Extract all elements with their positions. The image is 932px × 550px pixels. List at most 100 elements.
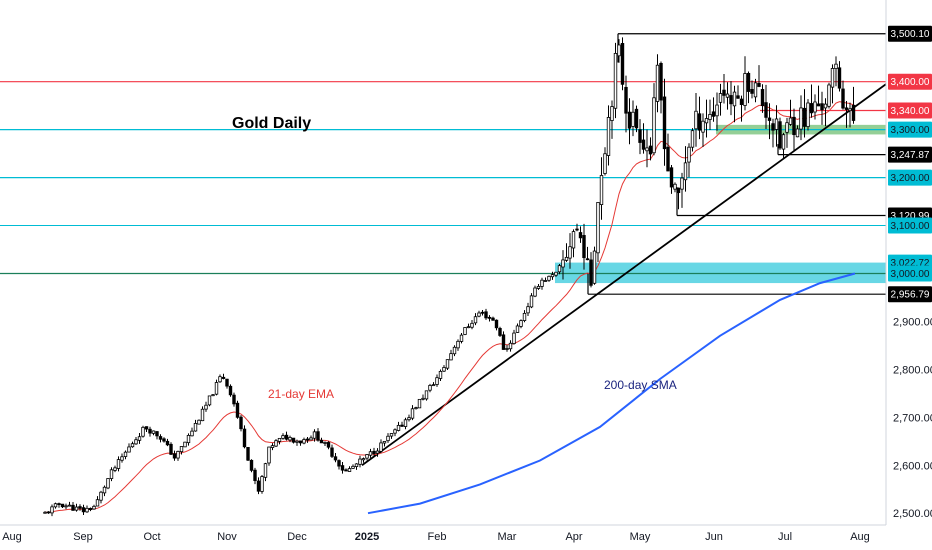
candle-body [477, 312, 481, 317]
candle-body [753, 82, 758, 98]
x-tick-label: Nov [217, 531, 237, 543]
candle-body [379, 442, 383, 452]
candle-body [823, 103, 828, 109]
candle-body [428, 385, 432, 391]
candle-body [116, 459, 121, 469]
candle-body [655, 64, 660, 102]
y-tick-label: 2,600.00 [893, 460, 932, 472]
candle-body [333, 456, 338, 461]
candle-body [736, 95, 740, 99]
candle-body [323, 442, 327, 444]
candle-body [358, 458, 362, 465]
candle-body [50, 506, 54, 514]
price-tags: 3,500.10 3,400.00 3,340.00 3,300.00 3,247.87… [888, 25, 932, 303]
candle-body [631, 111, 635, 127]
candle-body [781, 134, 786, 150]
price-tag-label: 3,100.00 [891, 221, 930, 232]
ema-21-line [45, 101, 854, 513]
candle-body [788, 117, 793, 125]
candle-body [57, 503, 61, 505]
candle-body [88, 507, 93, 511]
candle-body [326, 442, 331, 448]
candle-body [431, 384, 436, 387]
candle-body [354, 463, 359, 467]
candle-body [515, 325, 520, 333]
candle-body [316, 431, 320, 441]
candle-body [613, 53, 618, 109]
support-zone-3000 [555, 262, 886, 284]
candle-body [438, 370, 443, 379]
candle-body [459, 334, 464, 342]
candle-body [760, 89, 765, 107]
candle-body [578, 232, 583, 239]
x-tick-label: Feb [428, 531, 447, 543]
price-tag-label: 3,500.10 [891, 29, 930, 40]
candle-body [470, 322, 474, 328]
candle-body [67, 504, 72, 507]
candle-body [274, 440, 278, 447]
candle-body [302, 439, 306, 444]
x-axis: Aug Sep Oct Nov Dec 2025 Feb Mar Apr May Jun Jul Aug [2, 531, 870, 543]
candle-body [165, 440, 170, 446]
candle-body [270, 445, 275, 448]
x-tick-label: Aug [2, 531, 22, 543]
y-tick-label: 2,700.00 [893, 412, 932, 424]
y-tick-label: 2,900.00 [893, 316, 932, 328]
candle-body [757, 82, 761, 87]
candle-body [372, 450, 376, 455]
candle-body [368, 451, 373, 456]
candle-body [232, 394, 236, 405]
candle-body [102, 486, 107, 494]
candle-body [284, 434, 289, 440]
candle-body [638, 129, 642, 143]
candle-body [750, 89, 754, 94]
candle-body [288, 436, 292, 441]
candle-body [253, 469, 257, 481]
candle-body [494, 319, 499, 329]
candle-body [561, 259, 565, 268]
x-tick-label: Sep [73, 531, 93, 543]
x-tick-label: Jul [778, 531, 792, 543]
candle-body [361, 458, 366, 461]
candle-body [267, 446, 271, 464]
candle-body [396, 424, 401, 431]
candle-body [400, 424, 404, 427]
price-tag-label: 3,120.99 [891, 211, 930, 222]
candle-body [204, 404, 208, 410]
candle-body [78, 506, 82, 509]
candle-body [211, 394, 215, 397]
candle-body [732, 91, 737, 107]
price-tag-label: 3,340.00 [891, 106, 930, 117]
candle-body [827, 84, 831, 107]
candle-body [575, 228, 579, 231]
candle-body [106, 478, 110, 489]
x-tick-label: Apr [565, 531, 582, 543]
candle-body [309, 437, 313, 441]
candle-body [603, 153, 607, 174]
candle-body [64, 505, 68, 508]
candle-body [81, 507, 86, 513]
candle-body [536, 285, 541, 289]
candle-body [529, 295, 534, 308]
candle-body [746, 72, 751, 92]
candle-body [456, 340, 460, 349]
candle-body [697, 113, 702, 131]
candle-body [74, 506, 79, 511]
candle-body [127, 446, 131, 453]
candle-body [113, 467, 117, 471]
candle-body [295, 440, 299, 443]
candle-body [624, 86, 628, 114]
candle-body [557, 265, 562, 273]
candle-body [414, 407, 418, 409]
candle-body [505, 348, 509, 350]
candle-body [522, 312, 527, 321]
candle-body [43, 511, 47, 514]
candle-body [701, 120, 705, 133]
candle-body [491, 317, 495, 321]
candle-body [221, 376, 226, 379]
candle-body [340, 465, 345, 471]
candle-body [179, 446, 184, 453]
candle-body [592, 250, 597, 284]
price-tag-label: 3,000.00 [891, 269, 930, 280]
